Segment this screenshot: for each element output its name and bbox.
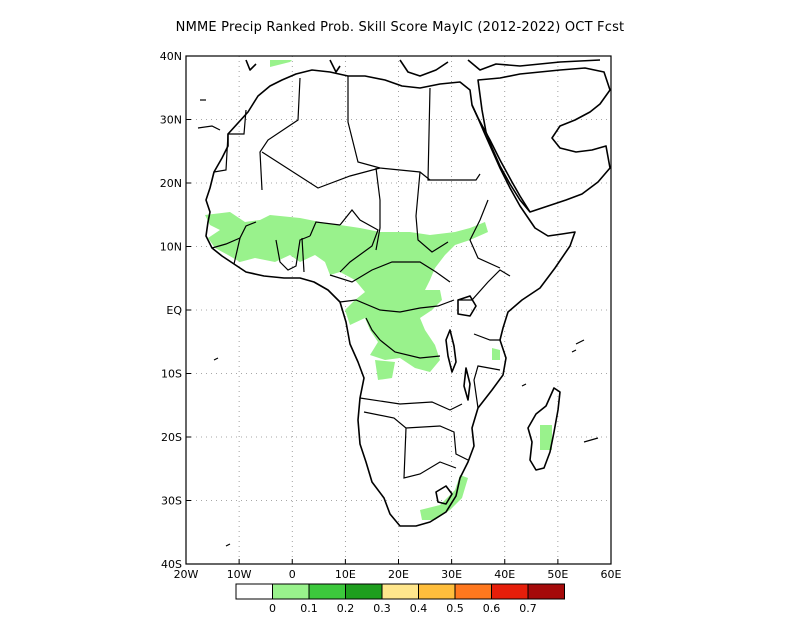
skill-patch bbox=[375, 360, 395, 380]
lon-tick-label: 0 bbox=[289, 568, 296, 581]
lon-tick-label: 40E bbox=[494, 568, 515, 581]
country-borders bbox=[211, 76, 511, 479]
colorbar-swatch bbox=[454, 583, 492, 600]
skill-shading bbox=[205, 60, 552, 520]
lake-malawi bbox=[463, 367, 471, 401]
lat-tick-label: 40S bbox=[161, 558, 182, 571]
lon-tick-labels: 20W 10W 0 10E 20E 30E 40E 50E 60E bbox=[174, 559, 622, 581]
colorbar-swatch bbox=[491, 583, 529, 600]
lat-tick-label: EQ bbox=[166, 304, 182, 317]
lat-tick-label: 20N bbox=[160, 177, 182, 190]
red-sea bbox=[471, 104, 531, 213]
colorbar-swatch bbox=[345, 583, 383, 600]
skill-patch bbox=[420, 475, 468, 520]
colorbar-label: 0.6 bbox=[483, 602, 501, 615]
lat-tick-label: 10N bbox=[160, 241, 182, 254]
colorbar-swatch bbox=[308, 583, 346, 600]
lat-tick-label: 30N bbox=[160, 114, 182, 127]
lake-tanganyika bbox=[445, 329, 457, 373]
lon-tick-label: 50E bbox=[547, 568, 568, 581]
lesotho-outline bbox=[435, 485, 453, 505]
lake-victoria bbox=[457, 295, 477, 317]
colorbar-swatch bbox=[527, 583, 565, 600]
lat-tick-label: 40N bbox=[160, 50, 182, 63]
lon-tick-label: 60E bbox=[601, 568, 622, 581]
lon-tick-label: 20W bbox=[174, 568, 199, 581]
islands bbox=[197, 99, 599, 547]
colorbar-swatch bbox=[235, 583, 273, 600]
lat-tick-labels: 40N 30N 20N 10N EQ 10S 20S 30S 40S bbox=[160, 50, 191, 571]
lon-tick-label: 30E bbox=[441, 568, 462, 581]
colorbar-label: 0.5 bbox=[446, 602, 464, 615]
coastlines bbox=[205, 59, 611, 527]
colorbar-label: 0.1 bbox=[300, 602, 318, 615]
colorbar-label: 0.4 bbox=[410, 602, 428, 615]
colorbar-label: 0.3 bbox=[373, 602, 391, 615]
colorbar-swatch bbox=[272, 583, 310, 600]
lat-tick-label: 30S bbox=[161, 495, 182, 508]
lat-tick-label: 10S bbox=[161, 368, 182, 381]
lon-tick-label: 20E bbox=[388, 568, 409, 581]
colorbar: 0 0.1 0.2 0.3 0.4 0.5 0.6 0.7 bbox=[235, 583, 565, 615]
lon-tick-label: 10E bbox=[335, 568, 356, 581]
arabia-outline bbox=[477, 67, 611, 213]
skill-patch bbox=[205, 212, 488, 372]
colorbar-label: 0 bbox=[269, 602, 276, 615]
colorbar-label: 0.7 bbox=[519, 602, 537, 615]
colorbar-label: 0.2 bbox=[337, 602, 355, 615]
skill-patch bbox=[492, 348, 500, 360]
africa-outline bbox=[205, 69, 576, 527]
colorbar-swatch bbox=[418, 583, 456, 600]
skill-patch bbox=[270, 60, 292, 67]
madagascar-outline bbox=[527, 387, 561, 471]
map-title: NMME Precip Ranked Prob. Skill Score May… bbox=[175, 20, 625, 35]
colorbar-swatch bbox=[381, 583, 419, 600]
lon-tick-label: 10W bbox=[227, 568, 252, 581]
skill-patch bbox=[540, 425, 552, 450]
europe-coast bbox=[245, 59, 601, 77]
lat-tick-label: 20S bbox=[161, 431, 182, 444]
